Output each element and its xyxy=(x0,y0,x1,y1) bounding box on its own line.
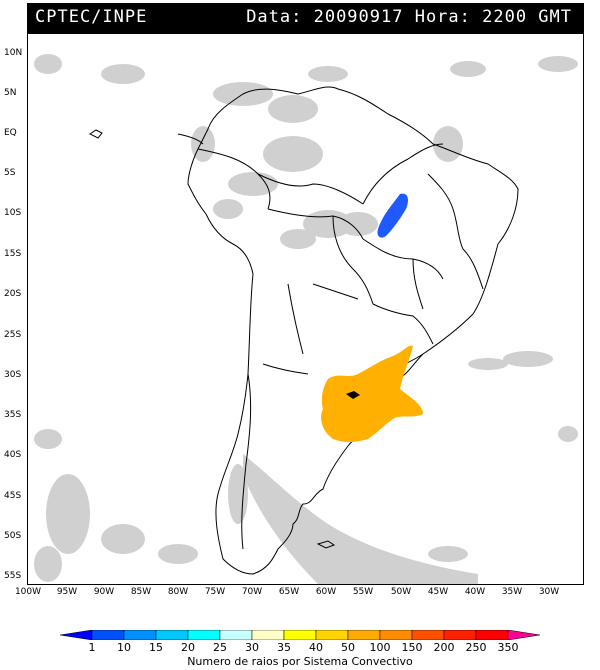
legend-swatch xyxy=(507,630,540,640)
orange-system-core xyxy=(346,391,360,399)
map-frame xyxy=(27,33,584,585)
legend-swatch xyxy=(60,630,93,640)
legend-swatch xyxy=(155,630,189,640)
legend-value: 35 xyxy=(277,641,291,654)
legend-value: 150 xyxy=(401,641,423,654)
lat-label: 5N xyxy=(4,88,17,98)
legend-swatch xyxy=(443,630,477,640)
lon-label: 60W xyxy=(315,587,337,597)
legend-swatch xyxy=(123,630,157,640)
legend-value: 20 xyxy=(181,641,195,654)
legend-value: 200 xyxy=(433,641,455,654)
legend-value: 30 xyxy=(245,641,259,654)
legend-swatch xyxy=(347,630,381,640)
lon-label: 40W xyxy=(464,587,486,597)
legend-swatch xyxy=(187,630,221,640)
legend-value: 250 xyxy=(465,641,487,654)
lat-label: 10N xyxy=(4,48,23,58)
lon-label: 90W xyxy=(93,587,115,597)
date-time-label: Data: 20090917 Hora: 2200 GMT xyxy=(246,7,572,27)
legend-title: Numero de raios por Sistema Convectivo xyxy=(187,655,413,668)
legend-swatch xyxy=(283,630,317,640)
legend-swatch xyxy=(251,630,285,640)
legend-swatch xyxy=(315,630,349,640)
lat-label: 55S xyxy=(4,571,22,581)
map-header: CPTEC/INPE Data: 20090917 Hora: 2200 GMT xyxy=(27,3,584,33)
lat-label: 25S xyxy=(4,330,22,340)
legend-value: 50 xyxy=(341,641,355,654)
lon-label: 80W xyxy=(167,587,189,597)
legend-swatch xyxy=(219,630,253,640)
lon-label: 100W xyxy=(14,587,42,597)
lon-label: 85W xyxy=(130,587,152,597)
legend-value: 40 xyxy=(309,641,323,654)
organization-label: CPTEC/INPE xyxy=(35,7,148,27)
legend-value: 1 xyxy=(88,641,96,654)
legend-swatch xyxy=(91,630,125,640)
lat-label: 20S xyxy=(4,289,22,299)
legend-value: 350 xyxy=(497,641,519,654)
map-canvas xyxy=(34,54,578,584)
lon-label: 35W xyxy=(501,587,523,597)
lon-label: 50W xyxy=(390,587,412,597)
lon-label: 70W xyxy=(241,587,263,597)
legend-value: 15 xyxy=(149,641,163,654)
lat-label: 30S xyxy=(4,370,22,380)
legend-value: 100 xyxy=(369,641,391,654)
legend-value: 10 xyxy=(117,641,131,654)
lon-label: 30W xyxy=(538,587,560,597)
convective-system-orange xyxy=(321,345,423,443)
lat-label: 15S xyxy=(4,249,22,259)
convective-system-blue xyxy=(377,193,408,238)
legend-swatch xyxy=(379,630,413,640)
lat-label: EQ xyxy=(4,128,17,138)
lon-label: 95W xyxy=(56,587,78,597)
legend-swatch xyxy=(475,630,509,640)
cloud-cover xyxy=(34,54,578,584)
legend-swatch xyxy=(411,630,445,640)
lon-label: 45W xyxy=(427,587,449,597)
legend-colorbar xyxy=(60,630,540,640)
legend-value: 25 xyxy=(213,641,227,654)
lat-label: 45S xyxy=(4,491,22,501)
lon-label: 75W xyxy=(204,587,226,597)
lat-label: 5S xyxy=(4,168,16,178)
lon-label: 55W xyxy=(352,587,374,597)
lat-label: 10S xyxy=(4,208,22,218)
lon-label: 65W xyxy=(278,587,300,597)
lat-label: 40S xyxy=(4,450,22,460)
lat-label: 35S xyxy=(4,410,22,420)
lat-label: 50S xyxy=(4,531,22,541)
